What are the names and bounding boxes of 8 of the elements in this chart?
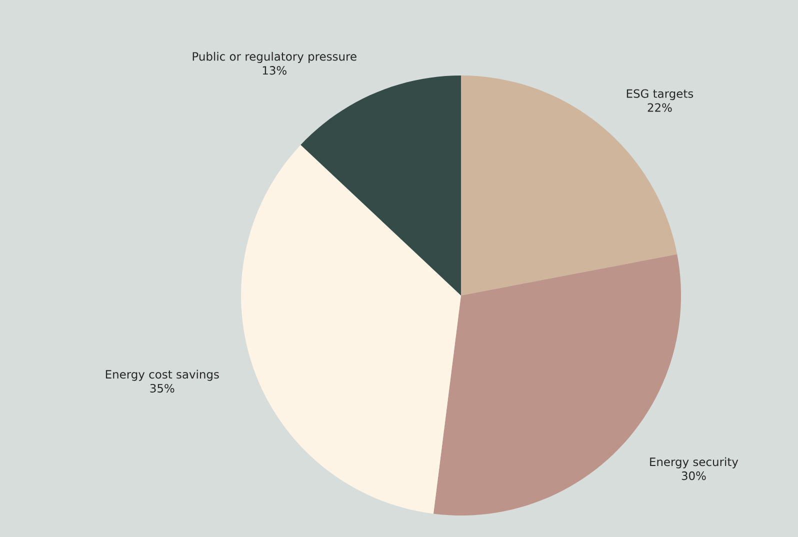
- slice-label: Public or regulatory pressure: [192, 52, 356, 63]
- data-label: 13%: [262, 66, 286, 75]
- data-label: 35%: [150, 384, 174, 393]
- slice-label: Energy cost savings: [106, 370, 219, 381]
- data-label: 22%: [648, 103, 672, 112]
- slice-label: Energy security: [650, 457, 738, 468]
- data-label: 30%: [682, 471, 706, 480]
- slice-label: ESG targets: [626, 89, 694, 100]
